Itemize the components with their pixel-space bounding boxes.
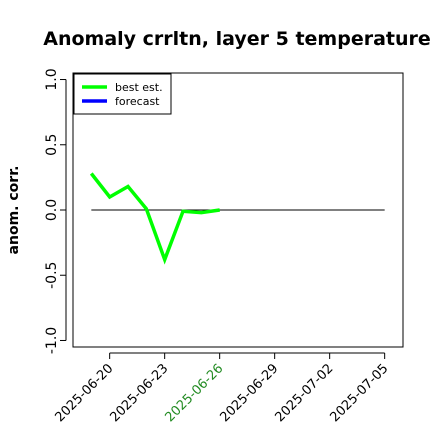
series-layer	[89, 172, 220, 265]
y-tick-label: -1.0	[44, 327, 60, 354]
x-tick-label: 2025-07-02	[272, 361, 336, 425]
legend-label: best est.	[115, 81, 163, 94]
y-axis-label: anom. corr.	[6, 166, 22, 255]
legend-label: forecast	[115, 95, 160, 108]
y-tick-label: 0.5	[44, 134, 60, 156]
series-line-best-est	[89, 172, 220, 265]
y-tick-label: 1.0	[44, 68, 60, 90]
chart-title: Anomaly crrltn, layer 5 temperature	[43, 28, 431, 50]
y-tick-label: 0.0	[44, 199, 60, 221]
x-tick-label: 2025-06-23	[107, 361, 171, 425]
x-tick-label: 2025-06-26	[162, 361, 226, 425]
x-tick-label: 2025-07-05	[327, 361, 391, 425]
x-axis: 2025-06-202025-06-232025-06-262025-06-29…	[52, 352, 391, 425]
x-tick-label: 2025-06-20	[52, 361, 116, 425]
legend: best est.forecast	[73, 73, 172, 115]
plot-frame	[72, 72, 404, 348]
y-axis: -1.0 -0.5 0.0 0.5 1.0	[44, 68, 67, 354]
y-tick-label: -0.5	[44, 262, 60, 289]
legend-box	[73, 73, 172, 115]
x-tick-label: 2025-06-29	[217, 361, 281, 425]
